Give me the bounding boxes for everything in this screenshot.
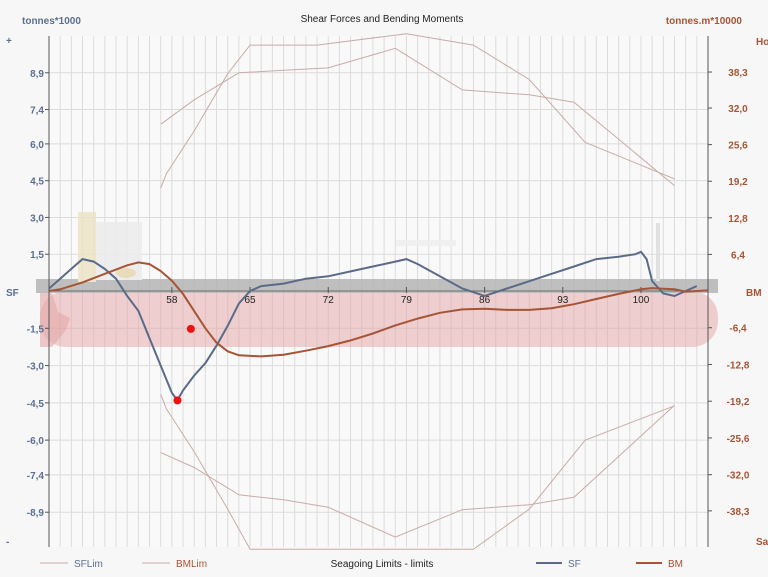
frame-tick-label: 79	[401, 295, 413, 306]
ship-deck-crane	[396, 240, 456, 246]
ship-stern	[40, 293, 70, 347]
left-axis-minus-sign: -	[6, 537, 9, 548]
legend-bm-label: BM	[668, 559, 683, 570]
left-axis-ticks: 8,9 7,4 6,0 4,5 3,0 1,5 -1,5 -3,0 -4,5 -6,0 -7,4 -8…	[27, 69, 49, 519]
bm-series-line	[48, 261, 709, 358]
frame-tick-labels: 58 65 72 79 86 93 100	[166, 287, 650, 306]
series-markers	[173, 324, 195, 405]
right-tick-label: -25,6	[727, 434, 750, 445]
left-tick-label: -1,5	[27, 324, 45, 335]
left-tick-label: 4,5	[30, 177, 44, 188]
right-tick-label: 6,4	[731, 250, 745, 261]
ship-superstructure-funnel	[78, 212, 96, 282]
left-tick-label: -6,0	[27, 436, 45, 447]
sf-series-line	[48, 250, 698, 403]
chart-title: Shear Forces and Bending Moments	[301, 14, 464, 25]
frame-tick-label: 93	[557, 295, 569, 306]
right-tick-label: -38,3	[727, 507, 750, 518]
left-tick-label: 6,0	[30, 140, 44, 151]
right-axis-top-label: Ho	[756, 37, 768, 48]
right-tick-label: -19,2	[727, 397, 750, 408]
right-tick-label: -6,4	[729, 324, 747, 335]
frame-tick-label: 100	[633, 295, 650, 306]
left-tick-label: 3,0	[30, 213, 44, 224]
left-tick-label: 1,5	[30, 250, 44, 261]
limit-lines	[160, 33, 675, 550]
sf-marker	[173, 396, 182, 405]
frame-tick-label: 65	[244, 295, 256, 306]
left-tick-label: -8,9	[27, 508, 45, 519]
left-tick-label: -3,0	[27, 362, 45, 373]
frame-tick-label: 86	[479, 295, 491, 306]
legend-bmlim-label: BMLim	[176, 559, 207, 570]
ship-deck	[36, 279, 718, 293]
left-tick-label: 7,4	[30, 106, 44, 117]
right-tick-label: -12,8	[727, 360, 750, 371]
bmlim-lower-line	[160, 394, 675, 550]
right-tick-label: 25,6	[728, 141, 748, 152]
legend-sflim-label: SFLim	[74, 559, 103, 570]
right-axis-bottom-label: Sa	[756, 537, 768, 548]
left-tick-label: -4,5	[27, 399, 45, 410]
frame-tick-label: 72	[323, 295, 335, 306]
ship-lifeboat	[116, 268, 136, 278]
bmlim-upper-line	[160, 33, 675, 189]
frame-tick-label: 58	[166, 295, 178, 306]
right-axis-unit: tonnes.m*10000	[666, 16, 743, 27]
right-tick-label: 19,2	[728, 177, 748, 188]
sflim-upper-line	[160, 47, 675, 186]
right-tick-label: 38,3	[728, 68, 748, 79]
right-tick-label: 32,0	[728, 104, 748, 115]
bm-marker	[186, 324, 195, 333]
right-tick-label: 12,8	[728, 214, 748, 225]
left-tick-label: -7,4	[27, 471, 45, 482]
legend-sf-label: SF	[568, 559, 581, 570]
left-tick-label: 8,9	[30, 69, 44, 80]
left-axis-plus-sign: +	[6, 36, 12, 47]
legend-seagoing-limits: Seagoing Limits - limits	[331, 559, 434, 570]
left-axis-name: SF	[6, 288, 19, 299]
right-tick-label: -32,0	[727, 471, 750, 482]
right-axis-ticks: 38,3 32,0 25,6 19,2 12,8 6,4 -6,4 -12,8 -19,2 -25…	[708, 68, 750, 518]
left-axis-unit: tonnes*1000	[22, 16, 81, 27]
ship-foremast	[656, 223, 660, 281]
legend: SFLim BMLim Seagoing Limits - limits SF …	[40, 559, 683, 570]
sflim-lower-line	[160, 404, 675, 538]
right-axis-name: BM	[746, 288, 762, 299]
